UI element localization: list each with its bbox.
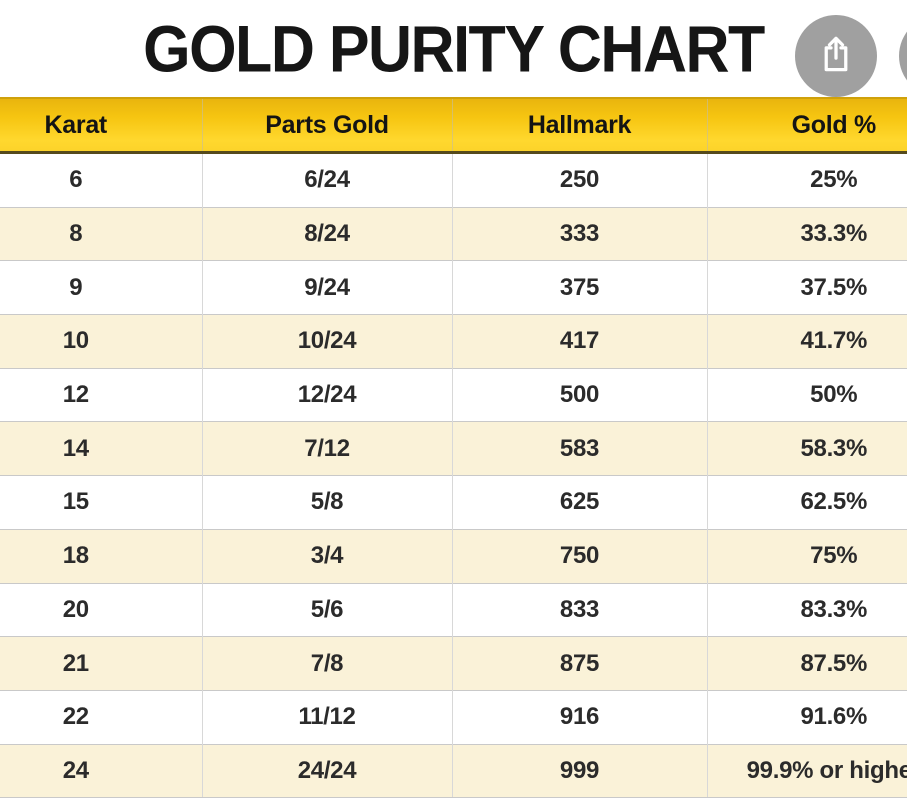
table-cell: 11/12 (201, 689, 452, 745)
table-row: 24 24/24 999 99.9% or higher (0, 743, 907, 799)
share-button[interactable] (795, 15, 877, 97)
table-cell: 999 (451, 743, 707, 799)
table-cell: 20 (0, 582, 202, 637)
table-cell: 99.9% or higher (706, 743, 907, 799)
table-cell: 21 (0, 636, 202, 691)
table-cell: 6 (0, 152, 202, 208)
table-cell: 500 (451, 367, 707, 422)
table-cell: 250 (451, 152, 707, 208)
table-cell: 12 (0, 367, 202, 422)
table-row: 15 5/8 625 62.5% (0, 475, 907, 530)
table-cell: 7/12 (201, 421, 452, 476)
table-cell: 12/24 (201, 367, 452, 422)
table-header-row: Karat Parts Gold Hallmark Gold % (0, 97, 907, 154)
table-row: 9 9/24 375 37.5% (0, 260, 907, 315)
table-cell: 3/4 (201, 528, 452, 583)
table-cell: 8 (0, 206, 202, 261)
table-cell: 10 (0, 314, 202, 369)
table-cell: 87.5% (706, 636, 907, 691)
table-cell: 10/24 (201, 314, 452, 369)
table-cell: 50% (706, 367, 907, 422)
table-row: 22 11/12 916 91.6% (0, 689, 907, 745)
table-cell: 22 (0, 689, 202, 745)
share-upload-icon (824, 36, 848, 71)
column-header-hallmark: Hallmark (451, 97, 707, 154)
table-cell: 15 (0, 475, 202, 530)
table-cell: 24 (0, 743, 202, 799)
table-cell: 62.5% (706, 475, 907, 530)
gold-purity-table: Karat Parts Gold Hallmark Gold % 6 6/24 250 25… (0, 97, 907, 799)
table-cell: 83.3% (706, 582, 907, 637)
table-row: 18 3/4 750 75% (0, 528, 907, 583)
table-cell: 875 (451, 636, 707, 691)
table-row: 8 8/24 333 33.3% (0, 206, 907, 261)
column-header-karat: Karat (0, 97, 202, 154)
table-cell: 6/24 (201, 152, 452, 208)
table-cell: 91.6% (706, 689, 907, 745)
table-cell: 916 (451, 689, 707, 745)
table-cell: 14 (0, 421, 202, 476)
title-bar: GOLD PURITY CHART (0, 0, 907, 97)
table-cell: 7/8 (201, 636, 452, 691)
secondary-circle-button[interactable] (899, 15, 907, 97)
table-cell: 375 (451, 260, 707, 315)
table-cell: 8/24 (201, 206, 452, 261)
column-header-parts-gold: Parts Gold (201, 97, 452, 154)
table-cell: 333 (451, 206, 707, 261)
table-cell: 625 (451, 475, 707, 530)
table-cell: 5/8 (201, 475, 452, 530)
table-cell: 750 (451, 528, 707, 583)
table-cell: 417 (451, 314, 707, 369)
table-row: 21 7/8 875 87.5% (0, 636, 907, 691)
table-cell: 41.7% (706, 314, 907, 369)
table-cell: 18 (0, 528, 202, 583)
table-row: 12 12/24 500 50% (0, 367, 907, 422)
table-cell: 75% (706, 528, 907, 583)
table-cell: 9 (0, 260, 202, 315)
table-cell: 37.5% (706, 260, 907, 315)
table-cell: 9/24 (201, 260, 452, 315)
table-cell: 583 (451, 421, 707, 476)
page-title: GOLD PURITY CHART (143, 11, 765, 86)
table-row: 6 6/24 250 25% (0, 152, 907, 208)
table-row: 10 10/24 417 41.7% (0, 314, 907, 369)
table-cell: 5/6 (201, 582, 452, 637)
table-cell: 25% (706, 152, 907, 208)
table-row: 14 7/12 583 58.3% (0, 421, 907, 476)
table-cell: 33.3% (706, 206, 907, 261)
table-cell: 58.3% (706, 421, 907, 476)
table-row: 20 5/6 833 83.3% (0, 582, 907, 637)
table-cell: 24/24 (201, 743, 452, 799)
column-header-gold-: Gold % (706, 97, 907, 154)
table-cell: 833 (451, 582, 707, 637)
